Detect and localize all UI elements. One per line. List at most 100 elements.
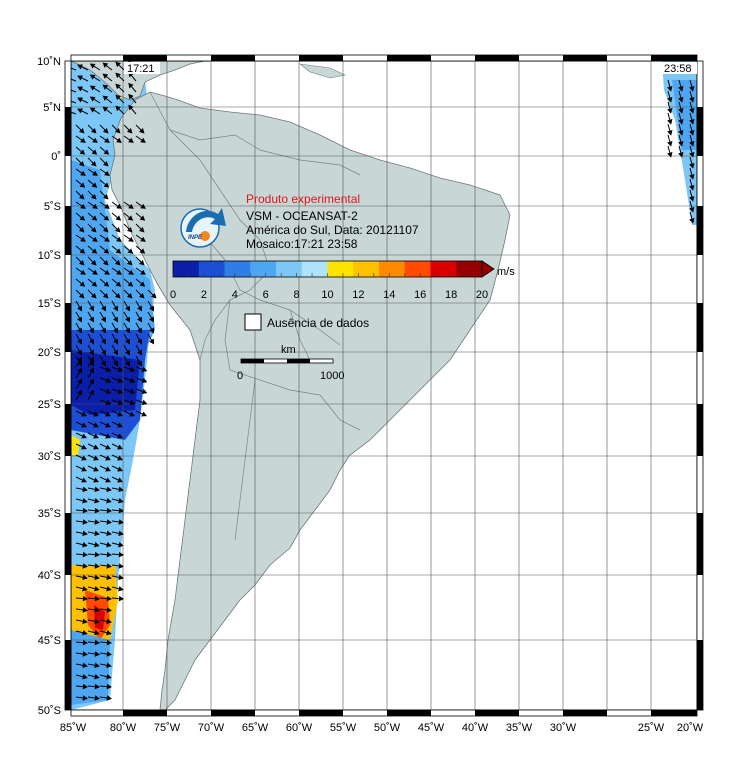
wind-arrow-head [128, 104, 134, 111]
wind-arrow-head [92, 236, 98, 242]
wind-arrow-head [117, 422, 123, 428]
wind-arrow-head [129, 388, 136, 394]
wind-arrow-head [106, 639, 112, 646]
wind-arrow-head [106, 607, 112, 613]
wind-arrow-head [94, 595, 100, 602]
wind-arrow-head [89, 85, 96, 91]
wind-arrow-head [77, 305, 83, 312]
wind-arrow-head [94, 542, 100, 548]
experimental-title: Produto experimental [246, 192, 360, 206]
logo-text: INPE [188, 235, 203, 241]
wind-arrow-head [106, 498, 112, 504]
lat-label: 25˚S [38, 399, 61, 411]
wind-arrow-head [113, 305, 119, 312]
product-line: VSM - OCEANSAT-2 [246, 209, 358, 223]
wind-arrow-head [689, 108, 695, 114]
wind-arrow-head [94, 507, 100, 514]
wind-arrow-head [128, 137, 134, 143]
wind-arrow-head [90, 160, 97, 167]
wind-arrow-head [115, 105, 121, 112]
wind-arrow-head [78, 127, 85, 134]
wind-arrow-head [82, 595, 88, 602]
wind-arrow-head [102, 127, 109, 134]
wind-arrow-head [106, 630, 112, 636]
wind-arrow-head [116, 236, 122, 242]
wind-arrow-head [102, 193, 109, 200]
wind-arrow-head [94, 563, 100, 569]
wind-arrow-head [115, 61, 121, 68]
wind-arrow-head [77, 108, 83, 114]
central-america-land [71, 61, 206, 101]
wind-arrow-head [129, 366, 136, 372]
lat-label: 10˚N [37, 56, 61, 68]
lon-label: 50˚W [374, 722, 401, 734]
wind-arrow-head [128, 93, 134, 100]
wind-arrow-head [103, 215, 110, 221]
colorbar-segment [379, 261, 406, 277]
wind-arrow-head [128, 269, 134, 275]
wind-arrow-head [126, 259, 133, 266]
wind-arrow-head [102, 95, 109, 101]
wind-arrow-head [78, 259, 85, 266]
wind-arrow-head [94, 586, 100, 592]
wind-arrow-head [89, 349, 95, 356]
wind-arrow-head [78, 292, 85, 299]
wind-arrow-head [689, 218, 695, 224]
colorbar-tick-label: 14 [383, 289, 395, 301]
wind-arrow-head [105, 411, 111, 417]
wind-arrow-head [105, 477, 111, 483]
colorbar-segment [173, 261, 200, 277]
colorbar-tick-label: 6 [263, 289, 269, 301]
wind-arrow-head [94, 683, 100, 690]
wind-arrow-head [81, 444, 87, 450]
wind-arrow-head [93, 444, 99, 450]
wind-arrow-head [78, 193, 85, 200]
wind-arrow-head [89, 316, 95, 323]
wind-arrow-head [93, 422, 99, 428]
colorbar-tick-label: 12 [352, 289, 364, 301]
lon-label: 65˚W [242, 722, 269, 734]
wind-arrow-head [138, 226, 145, 233]
wind-arrow-head [678, 86, 684, 92]
wind-arrow-head [82, 542, 88, 548]
colorbar-tick-label: 2 [201, 289, 207, 301]
wind-arrow-head [77, 64, 83, 70]
wind-arrow-head [89, 367, 95, 374]
wind-arrow-head [105, 399, 112, 405]
wind-arrow-head [77, 327, 83, 334]
wind-arrow-head [113, 360, 119, 367]
wind-arrow-head [689, 185, 695, 191]
wind-arrow-head [80, 137, 86, 143]
wind-arrow-head [106, 551, 112, 558]
wind-arrow-head [118, 542, 124, 548]
wind-arrow-head [117, 455, 123, 461]
wind-arrow-head [138, 259, 145, 266]
lat-label: 50˚S [38, 705, 61, 717]
wind-arrow-head [105, 455, 111, 461]
wind-arrow-head [94, 486, 100, 493]
wind-arrow-head [79, 149, 86, 155]
wind-arrow-head [115, 83, 121, 90]
wind-arrow-head [115, 215, 122, 221]
wind-arrow-head [138, 292, 145, 299]
wind-arrow-head [93, 411, 99, 417]
no-data-label: Ausência de dados [267, 316, 369, 330]
wind-arrow-head [94, 630, 100, 636]
wind-arrow-head [101, 316, 107, 323]
wind-arrow-head [678, 152, 684, 158]
wind-arrow-head [115, 281, 122, 287]
wind-arrow-head [82, 683, 88, 690]
lat-label: 30˚S [38, 451, 61, 463]
wind-arrow-head [137, 360, 143, 367]
scale-unit: km [281, 344, 296, 356]
wind-arrow-head [689, 97, 695, 103]
wind-arrow-head [141, 411, 147, 417]
wind-arrow-head [118, 574, 124, 581]
wind-arrow-head [82, 530, 88, 537]
lon-label: 25˚W [638, 722, 665, 734]
wind-arrow [71, 89, 77, 93]
wind-arrow-head [678, 97, 684, 103]
wind-arrow-head [106, 618, 112, 625]
wind-arrow-head [116, 203, 122, 209]
wind-arrow-head [141, 388, 148, 394]
